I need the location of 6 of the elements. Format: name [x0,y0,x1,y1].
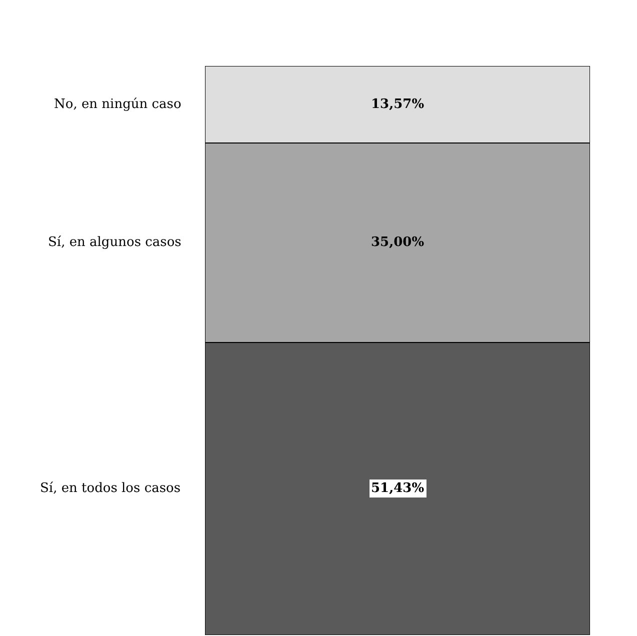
data-label: 13,57% [371,97,425,112]
data-label: 51,43% [371,481,425,496]
series-label: Sí, en todos los casos [40,481,181,496]
series-label: Sí, en algunos casos [48,235,182,250]
series-label: No, en ningún caso [54,97,182,112]
data-label: 35,00% [371,235,425,250]
